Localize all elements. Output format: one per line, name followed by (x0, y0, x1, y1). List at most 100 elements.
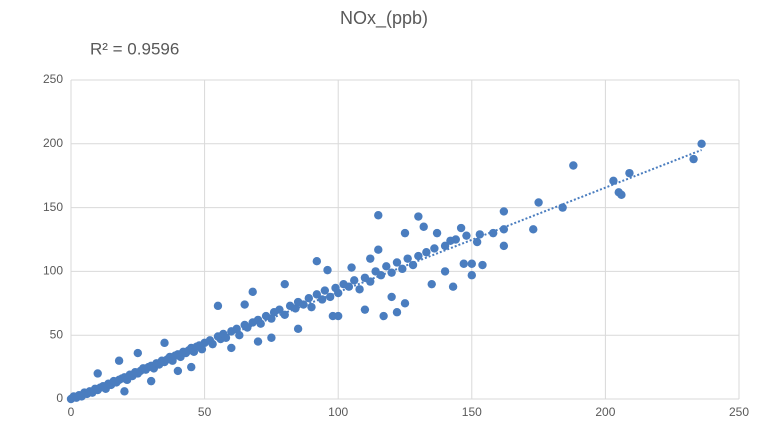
point (355, 285, 364, 294)
point (366, 277, 375, 286)
chart-title: NOx_(ppb) (340, 8, 428, 29)
point (414, 251, 423, 261)
point (392, 308, 402, 317)
point (160, 338, 169, 348)
point (478, 260, 487, 270)
point (312, 290, 322, 299)
point (299, 300, 308, 309)
point (400, 299, 410, 308)
point (120, 387, 129, 396)
point (325, 292, 335, 302)
point (448, 282, 458, 291)
point (430, 244, 439, 253)
point (208, 339, 217, 349)
point (323, 265, 332, 275)
point (173, 366, 183, 376)
x-tick-label: 150 (462, 405, 482, 419)
point (146, 376, 156, 386)
point (350, 276, 359, 285)
point (534, 198, 543, 207)
point (240, 300, 249, 309)
point (334, 288, 343, 298)
point (689, 154, 698, 164)
point (697, 139, 706, 148)
point (304, 293, 314, 303)
point (625, 168, 634, 178)
point (187, 362, 196, 372)
point (462, 231, 471, 240)
point (320, 286, 330, 295)
y-tick-label: 100 (43, 264, 63, 278)
r-squared: R² = 0.9596 (90, 39, 179, 58)
point (403, 254, 412, 263)
point (422, 248, 431, 257)
point (617, 190, 626, 200)
y-tick-label: 0 (56, 391, 63, 405)
point (392, 258, 402, 267)
point (133, 348, 142, 358)
point (379, 311, 388, 321)
point (227, 343, 236, 353)
y-tick-label: 50 (50, 327, 64, 341)
point (256, 319, 265, 328)
point (387, 268, 396, 277)
point (400, 228, 410, 238)
point (382, 262, 391, 271)
point (334, 311, 343, 321)
point (374, 245, 383, 254)
point (344, 282, 354, 291)
point (114, 356, 124, 365)
point (232, 324, 241, 334)
point (499, 207, 509, 216)
point (293, 324, 303, 334)
point (243, 323, 252, 332)
point (609, 176, 618, 186)
x-tick-label: 250 (729, 405, 749, 419)
point (446, 236, 455, 245)
point (280, 310, 289, 319)
point (432, 228, 442, 238)
point (267, 333, 276, 342)
point (360, 305, 370, 314)
point (280, 279, 289, 289)
point (253, 337, 263, 346)
x-tick-label: 0 (68, 405, 75, 419)
y-tick-label: 200 (43, 136, 63, 150)
point (197, 345, 207, 354)
point (569, 161, 578, 170)
point (459, 259, 468, 268)
point (387, 292, 396, 302)
point (419, 222, 428, 231)
point (347, 263, 356, 272)
point (221, 333, 231, 342)
x-tick-label: 100 (328, 405, 348, 419)
x-tick-label: 200 (595, 405, 615, 419)
point (307, 302, 316, 312)
point (467, 259, 476, 268)
x-tick-label: 50 (198, 405, 212, 419)
y-tick-label: 250 (43, 72, 63, 86)
point (374, 211, 383, 220)
point (440, 267, 450, 276)
point (440, 241, 450, 251)
point (427, 279, 436, 289)
point (558, 203, 567, 212)
point (467, 271, 476, 280)
point (529, 225, 538, 234)
point (366, 254, 375, 263)
point (317, 295, 327, 304)
point (312, 256, 322, 266)
point (499, 225, 509, 234)
point (291, 304, 300, 313)
point (488, 228, 498, 238)
point (248, 287, 257, 297)
point (499, 241, 509, 251)
y-tick-label: 150 (43, 200, 63, 214)
point (267, 314, 276, 323)
point (472, 237, 482, 247)
point (376, 271, 386, 280)
point (408, 260, 418, 270)
point (456, 223, 466, 233)
